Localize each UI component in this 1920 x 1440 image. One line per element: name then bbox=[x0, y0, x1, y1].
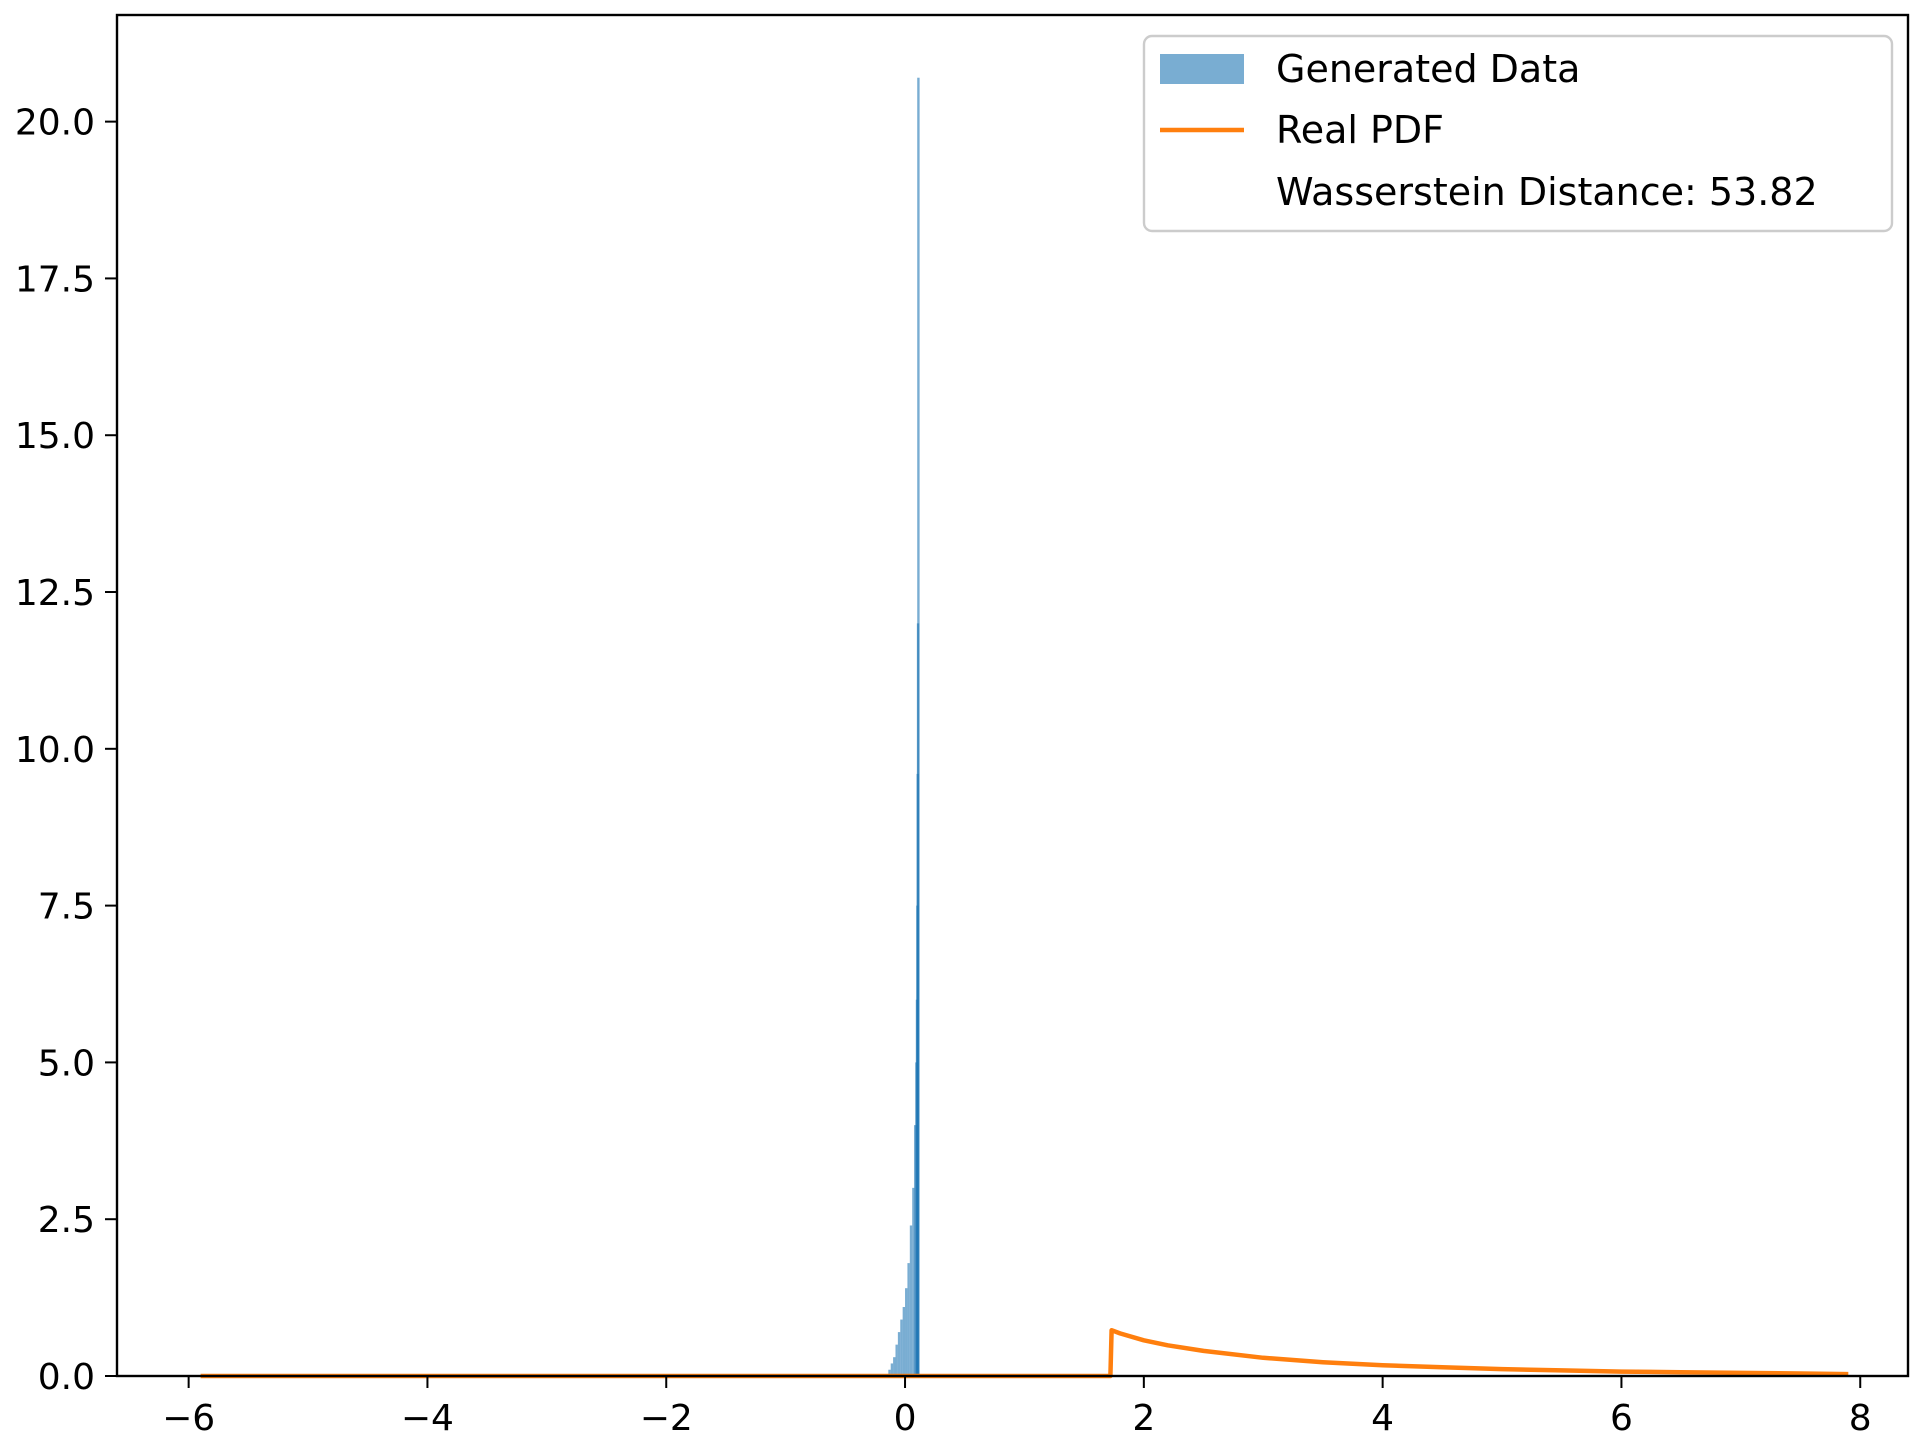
x-tick-label: 6 bbox=[1610, 1398, 1633, 1439]
histogram-bar bbox=[893, 1357, 896, 1376]
legend-label-wasserstein-distance: Wasserstein Distance: 53.82 bbox=[1276, 170, 1818, 214]
y-tick-label: 2.5 bbox=[38, 1200, 95, 1241]
x-axis: −6 −4 −2 0 2 4 6 8 bbox=[162, 1376, 1872, 1439]
y-tick-label: 17.5 bbox=[15, 259, 95, 300]
legend-label-generated-data: Generated Data bbox=[1276, 47, 1580, 91]
x-tick-label: 0 bbox=[894, 1398, 917, 1439]
pdf-line-group bbox=[200, 1327, 1849, 1379]
legend-label-real-pdf: Real PDF bbox=[1276, 108, 1444, 152]
histogram-bar bbox=[897, 1332, 901, 1376]
x-tick-label: 4 bbox=[1371, 1398, 1394, 1439]
histogram-bar bbox=[900, 1319, 903, 1376]
histogram-bar bbox=[888, 1369, 891, 1376]
y-tick-label: 7.5 bbox=[38, 887, 95, 928]
y-tick-label: 12.5 bbox=[15, 573, 95, 614]
x-tick-label: −4 bbox=[401, 1398, 454, 1439]
histogram-bar bbox=[909, 1225, 913, 1376]
y-tick-label: 0.0 bbox=[38, 1357, 95, 1398]
histogram-bar bbox=[895, 1344, 898, 1376]
x-tick-label: 2 bbox=[1132, 1398, 1155, 1439]
legend-box bbox=[1142, 34, 1894, 233]
x-tick-label: −2 bbox=[640, 1398, 693, 1439]
histogram-bar bbox=[907, 1263, 910, 1376]
histogram-bar bbox=[890, 1363, 894, 1376]
legend-swatch-generated-data bbox=[1160, 54, 1244, 84]
histogram-bar bbox=[912, 1187, 915, 1376]
histogram-bar bbox=[917, 77, 920, 1377]
y-tick-label: 20.0 bbox=[15, 103, 95, 144]
x-tick-label: −6 bbox=[162, 1398, 215, 1439]
axes-frame bbox=[115, 13, 1910, 1378]
y-axis: 0.0 2.5 5.0 7.5 10.0 12.5 15.0 17.5 20.0 bbox=[15, 103, 117, 1398]
y-tick-label: 15.0 bbox=[15, 416, 95, 457]
histogram-bar bbox=[902, 1307, 906, 1376]
histogram-bar bbox=[913, 1125, 917, 1376]
y-tick-label: 5.0 bbox=[38, 1043, 95, 1084]
histogram-bar bbox=[905, 1288, 908, 1376]
series-line-real-pdf bbox=[200, 1327, 1849, 1379]
y-tick-label: 10.0 bbox=[15, 730, 95, 771]
histogram-bars bbox=[888, 77, 920, 1377]
legend: Generated Data Real PDF Wasserstein Dist… bbox=[1142, 34, 1894, 233]
x-tick-label: 8 bbox=[1849, 1398, 1872, 1439]
